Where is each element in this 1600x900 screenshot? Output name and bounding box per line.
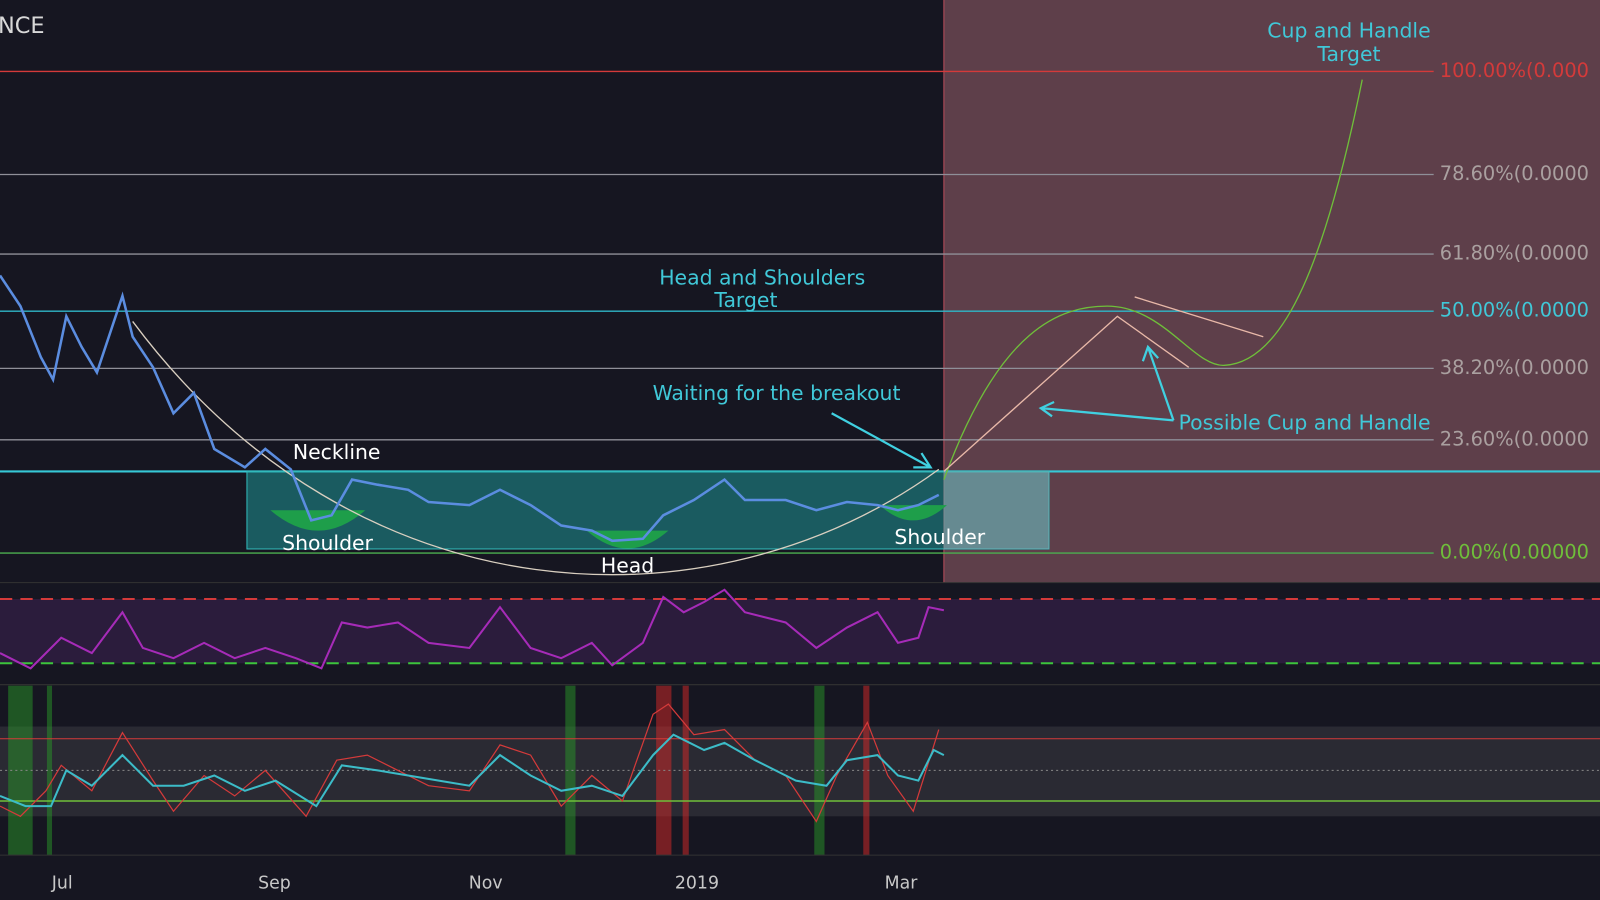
signal-bar (565, 685, 576, 856)
arrow (831, 412, 933, 469)
labels: NCE 100.00%(0.000 78.60%(0.0000 61.80%(0.00… (0, 13, 1589, 894)
fib-label: 50.00%(0.0000 (1440, 299, 1589, 322)
rsi-line (0, 588, 945, 670)
fib-label: 23.60%(0.0000 (1440, 427, 1589, 450)
title: NCE (0, 13, 45, 39)
annotation: Shoulder (282, 531, 373, 555)
osc-slow (0, 733, 945, 808)
left-shoulder-mark (270, 510, 366, 531)
fib-label: 61.80%(0.0000 (1440, 242, 1589, 265)
shoulder-markers (270, 505, 947, 549)
handle-line (1134, 296, 1264, 338)
projection-zone (943, 0, 1600, 583)
arrow (1141, 344, 1175, 421)
fib-label: 38.20%(0.0000 (1440, 356, 1589, 379)
arrows (831, 344, 1175, 469)
fib-label: 100.00%(0.000 (1440, 59, 1589, 82)
annotation: Waiting for the breakout (653, 381, 901, 405)
fib-lines (0, 70, 1600, 554)
x-axis-label: Jul (51, 874, 73, 894)
annotation: Target (713, 288, 777, 312)
osc-fast (0, 703, 940, 823)
annotation: Target (1316, 42, 1380, 66)
annotation: Possible Cup and Handle (1179, 410, 1431, 434)
cup-projection (943, 315, 1190, 472)
annotation: Shoulder (894, 525, 985, 549)
osc-band (0, 726, 1600, 817)
range-box-projection (943, 471, 1049, 549)
x-axis-label: 2019 (675, 874, 719, 894)
signal-bar (863, 685, 870, 856)
fib-label: 0.00%(0.00000 (1440, 541, 1589, 564)
annotation: Neckline (293, 440, 381, 464)
signal-bar (814, 685, 825, 856)
x-axis-label: Sep (258, 874, 291, 894)
annotation: Head and Shoulders (659, 266, 865, 290)
annotation: Cup and Handle (1267, 19, 1430, 43)
x-axis-label: Nov (469, 874, 503, 894)
x-axis-label: Mar (885, 874, 919, 894)
cup-curve (132, 321, 940, 576)
price-line (0, 274, 940, 543)
arrow (1038, 401, 1174, 422)
projection-curve (943, 79, 1363, 480)
annotation: Head (601, 553, 654, 577)
rsi-band (0, 598, 1600, 664)
signal-bar (46, 685, 53, 856)
fib-label: 78.60%(0.0000 (1440, 162, 1589, 185)
